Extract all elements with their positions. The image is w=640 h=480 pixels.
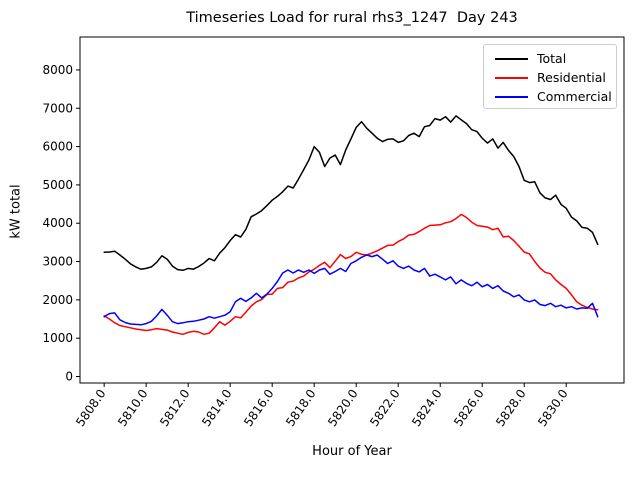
legend-line-total-icon xyxy=(495,57,528,60)
x-tick-label: 5830.0 xyxy=(535,387,571,429)
chart-title: Timeseries Load for rural rhs3_1247 Day … xyxy=(186,10,518,26)
x-tick-label: 5822.0 xyxy=(367,387,403,429)
y-axis-label: kW total xyxy=(8,184,24,239)
legend-line-residential-icon xyxy=(495,76,528,79)
legend-label-commercial: Commercial xyxy=(537,89,612,104)
y-tick-label: 6000 xyxy=(42,140,73,154)
x-tick-label: 5826.0 xyxy=(451,387,487,429)
x-tick-label: 5808.0 xyxy=(73,387,109,429)
x-tick-label: 5816.0 xyxy=(241,387,277,429)
legend-line-commercial-icon xyxy=(495,95,528,98)
x-tick-label: 5828.0 xyxy=(493,387,529,429)
series-line-residential xyxy=(103,213,599,336)
x-tick-label: 5812.0 xyxy=(157,387,193,429)
x-tick-label: 5820.0 xyxy=(325,387,361,429)
legend-label-residential: Residential xyxy=(537,70,606,85)
y-tick-label: 8000 xyxy=(42,63,73,77)
x-tick-label: 5824.0 xyxy=(409,387,445,429)
x-tick-label: 5814.0 xyxy=(199,387,235,429)
x-tick-label: 5810.0 xyxy=(115,387,151,429)
legend-item-residential: Residential xyxy=(495,68,616,87)
y-tick-label: 2000 xyxy=(42,293,73,307)
y-tick-label: 5000 xyxy=(42,178,73,192)
x-axis-label: Hour of Year xyxy=(312,444,392,459)
y-tick-label: 7000 xyxy=(42,101,73,115)
axes-frame xyxy=(79,36,625,384)
legend-item-commercial: Commercial xyxy=(495,87,616,106)
legend: Total Residential Commercial xyxy=(483,44,617,109)
legend-item-total: Total xyxy=(495,49,616,68)
y-tick-label: 1000 xyxy=(42,331,73,345)
series-line-commercial xyxy=(103,254,599,326)
y-tick-label: 4000 xyxy=(42,216,73,230)
y-tick-label: 0 xyxy=(65,369,73,383)
legend-label-total: Total xyxy=(537,51,567,66)
y-tick-label: 3000 xyxy=(42,255,73,269)
series-line-total xyxy=(103,115,599,272)
x-tick-label: 5818.0 xyxy=(283,387,319,429)
